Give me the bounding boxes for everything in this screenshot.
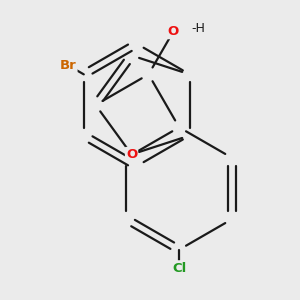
Text: -H: -H (191, 22, 205, 35)
Text: Br: Br (59, 59, 76, 72)
Text: O: O (126, 148, 137, 161)
Text: Cl: Cl (172, 262, 186, 275)
Text: O: O (167, 26, 179, 38)
